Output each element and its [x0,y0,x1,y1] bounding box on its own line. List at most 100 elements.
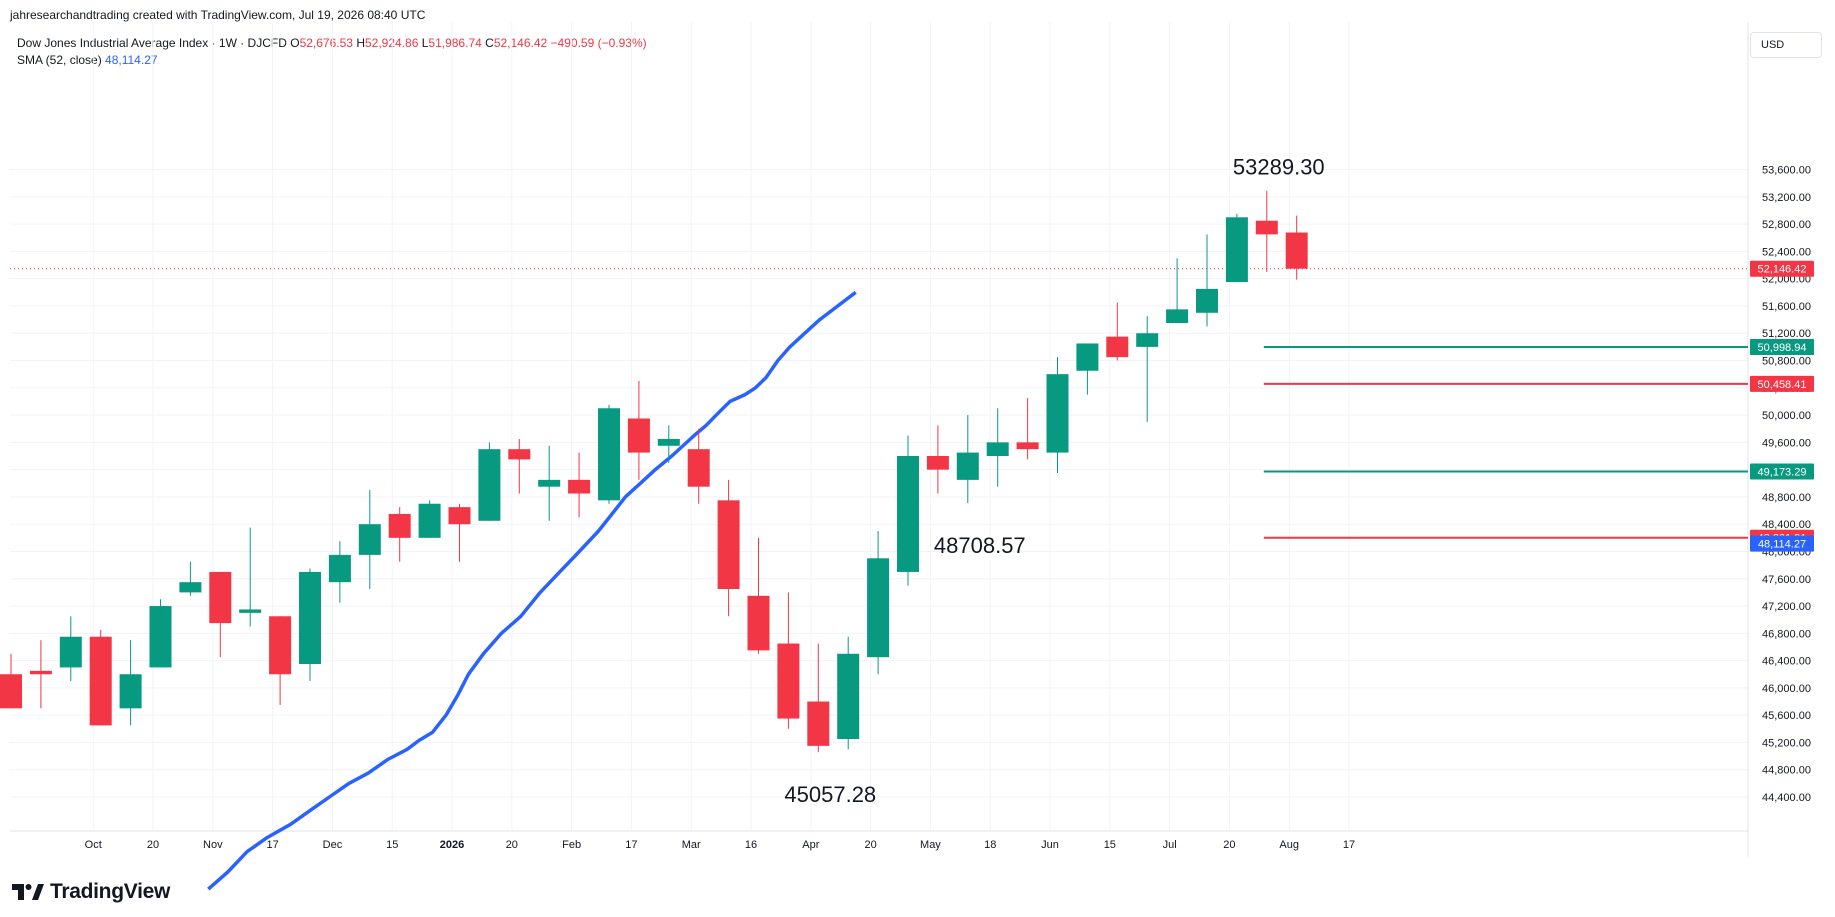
symbol-name: Dow Jones Industrial Average Index · 1W … [17,36,287,50]
annotations: 53289.30 48708.57 45057.28 [784,155,1324,807]
change-value: −490.59 (−0.93%) [550,36,647,50]
sma-path [207,290,857,891]
candle-up [119,640,142,726]
open-label: O [290,36,300,50]
currency-button[interactable]: USD [1750,32,1822,58]
candle-up [956,415,979,504]
time-tick-label: 15 [1104,839,1116,851]
candle-up [1046,357,1069,474]
candle-up [1076,343,1099,395]
candle-body [1196,288,1218,313]
candle-body [897,456,919,572]
candle-body [1046,374,1069,453]
candle-body [717,500,740,589]
price-tick-label: 52,800.00 [1762,219,1811,231]
candle-body [358,524,381,555]
candle-down [209,571,232,658]
low-value: 51,986.74 [428,36,482,50]
price-tick-label: 48,400.00 [1762,519,1811,531]
candle-body [837,653,860,740]
candle-up [1196,234,1218,327]
high-label: H [356,36,365,50]
candle-down [747,537,770,654]
time-tick-label: 17 [1343,839,1355,851]
candle-body [209,571,232,624]
tradingview-logo[interactable]: TradingView [12,880,170,904]
price-tick-label: 44,800.00 [1762,765,1811,777]
candle-body [777,643,800,719]
time-tick-label: 20 [506,839,518,851]
candle-body [1255,220,1278,235]
candle-up [299,568,321,682]
legend-symbol-row[interactable]: Dow Jones Industrial Average Index · 1W … [17,35,647,52]
price-annotation: 48708.57 [934,533,1026,558]
price-tick-label: 48,800.00 [1762,492,1811,504]
candle-up [179,561,202,596]
candle-body [956,452,979,480]
candle-up [538,445,561,521]
candle-down [1016,398,1039,460]
legend-sma-row[interactable]: SMA (52, close) 48,114.27 [17,52,647,69]
candle-down [568,452,591,518]
candle-up [478,442,501,521]
candle-body [119,674,142,709]
candle-down [627,380,650,480]
candle-body [568,479,591,494]
low-label: L [421,36,429,50]
candle-body [89,636,112,726]
candle-down [0,653,22,709]
time-tick-label: Apr [802,839,819,851]
price-tags: 50,998.9450,458.4149,173.2948,201.9152,1… [1750,260,1814,552]
chart-credit: jahresearchandtrading created with Tradi… [10,8,426,22]
time-axis[interactable]: Oct 20 Nov 17 Dec 15 2026 20 Feb 17 Mar 16 Apr 20 May 1… [85,839,1355,851]
candle-up [1166,258,1189,324]
tradingview-logo-icon [12,884,44,900]
brand-name: TradingView [50,880,171,903]
candle-body [926,456,949,470]
candle-up [598,404,620,504]
current-price-label: 48,114.27 [1758,539,1806,551]
candle-up [867,531,890,675]
time-tick-label: 18 [984,839,996,851]
candle-body [1285,232,1308,269]
candle-body [1166,309,1189,324]
candle-body [657,438,680,446]
candle-body [59,636,82,668]
candle-down [717,479,740,617]
candle-body [269,616,292,675]
time-tick-label: 2026 [440,839,464,851]
candle-down [807,643,830,753]
price-annotation: 53289.30 [1233,155,1325,180]
price-tick-label: 53,200.00 [1762,192,1811,204]
candle-body [299,571,321,665]
price-tick-label: 45,200.00 [1762,737,1811,749]
candle-body [239,609,262,613]
time-tick-label: Mar [682,839,701,851]
candle-down [269,616,292,705]
time-tick-label: 20 [865,839,877,851]
candle-down [926,425,949,494]
price-tick-label: 52,400.00 [1762,246,1811,258]
price-axis[interactable]: 44,400.00 44,800.00 45,200.00 45,600.00 46,0… [1762,165,1811,804]
time-tick-label: Jul [1163,839,1177,851]
candle-up [657,425,680,463]
candle-down [1285,215,1308,280]
level-price-label: 50,998.94 [1758,342,1807,354]
sma-line [207,290,857,891]
time-tick-label: 20 [147,839,159,851]
price-tick-label: 47,200.00 [1762,601,1811,613]
price-tick-label: 51,200.00 [1762,328,1811,340]
sma-label: SMA (52, close) [17,53,102,67]
candle-body [29,670,52,675]
candle-body [598,408,620,501]
candle-body [328,554,351,583]
candle-down [777,592,800,729]
open-value: 52,676.53 [299,36,353,50]
price-tick-label: 47,600.00 [1762,574,1811,586]
close-value: 52,146.42 [493,36,548,50]
price-tick-label: 53,600.00 [1762,165,1811,177]
candle-down [687,428,710,504]
chart-legend[interactable]: Dow Jones Industrial Average Index · 1W … [17,35,647,69]
current-price-tag [1750,535,1814,552]
